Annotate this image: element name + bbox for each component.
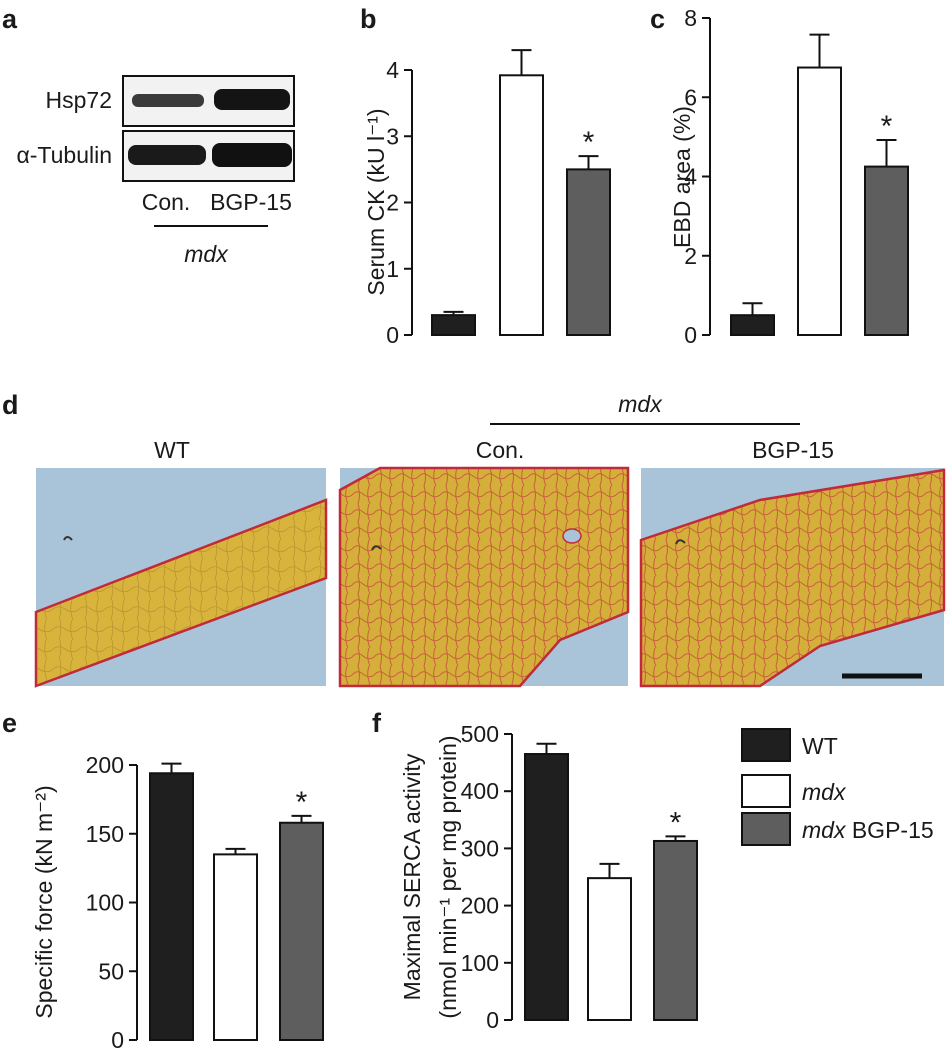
y-tick-label: 500 [461,721,499,747]
legend-swatch-mdx-bgp15 [742,813,790,845]
bar-mdx [500,75,543,335]
micro-group-label: mdx [618,391,663,417]
bar-wt [150,773,193,1040]
bar-mdx [214,854,257,1040]
y-axis-label-unit: (nmol min⁻¹ per mg protein) [435,735,461,1018]
hsp72-blot-strip [123,76,294,126]
serca-activity-chart: 0 100 200 300 400 500 Maximal SERCA activity (n… [399,721,697,1033]
y-axis-label: Maximal SERCA activity [399,753,425,1000]
panel-label-e: e [2,708,17,738]
y-tick-label: 8 [684,5,697,31]
y-tick-label: 150 [86,821,124,847]
y-tick-label: 0 [486,1007,499,1033]
bar-mdx-bgp-15 [865,167,908,335]
bar-wt [432,315,475,335]
micro-title-con: Con. [476,437,525,463]
specific-force-chart: 0 50 100 150 200 Specific force (kN m⁻²) * [31,752,323,1050]
y-tick-label: 0 [684,322,697,348]
legend-item-wt: WT [742,729,838,761]
y-tick-label: 200 [461,893,499,919]
y-tick-label: 50 [98,958,124,984]
y-axis-label: EBD area (%) [669,106,695,248]
bar-wt [731,315,774,335]
significance-asterisk: * [881,110,893,143]
legend-item-mdx: mdx [742,775,847,807]
y-axis-label: Specific force (kN m⁻²) [31,785,57,1018]
panel-label-a: a [2,4,18,34]
y-tick-label: 0 [111,1027,124,1050]
legend-swatch-mdx [742,775,790,807]
panel-label-b: b [360,4,377,34]
legend: WT mdx mdx BGP-15 [742,729,934,845]
panel-label-d: d [2,390,19,420]
tubulin-blot-strip [123,131,294,181]
significance-asterisk: * [583,126,595,159]
legend-label-mdx-bgp15: mdx BGP-15 [802,817,934,843]
significance-asterisk: * [670,806,682,839]
y-tick-label: 100 [461,950,499,976]
bar-mdx-bgp-15 [280,823,323,1040]
bar-mdx [798,68,841,335]
y-tick-label: 100 [86,890,124,916]
y-tick-label: 200 [86,752,124,778]
bar-wt [525,754,568,1020]
legend-item-mdx-bgp15: mdx BGP-15 [742,813,934,845]
y-tick-label: 4 [386,57,399,83]
micrograph-mdx-bgp15 [641,468,944,686]
bar-mdx-bgp-15 [654,841,697,1020]
micro-title-bgp15: BGP-15 [752,437,834,463]
y-tick-label: 400 [461,778,499,804]
blot-group-label: mdx [184,241,229,267]
significance-asterisk: * [296,786,308,819]
panel-label-f: f [372,708,382,738]
micro-title-wt: WT [154,437,190,463]
lane-label-bgp15: BGP-15 [210,189,292,215]
micrograph-mdx-con [340,468,628,686]
panel-label-c: c [650,4,665,34]
micrograph-wt [36,468,326,686]
legend-label-wt: WT [802,733,838,759]
y-tick-label: 300 [461,835,499,861]
legend-swatch-wt [742,729,790,761]
blot-row-label-tubulin: α-Tubulin [16,142,112,168]
blot-row-label-hsp72: Hsp72 [46,87,112,113]
bar-mdx-bgp-15 [567,169,610,335]
lane-label-con: Con. [142,189,191,215]
y-tick-label: 0 [386,322,399,348]
y-axis-label: Serum CK (kU l⁻¹) [363,108,389,295]
bar-mdx [588,878,631,1020]
legend-label-mdx: mdx [802,779,847,805]
